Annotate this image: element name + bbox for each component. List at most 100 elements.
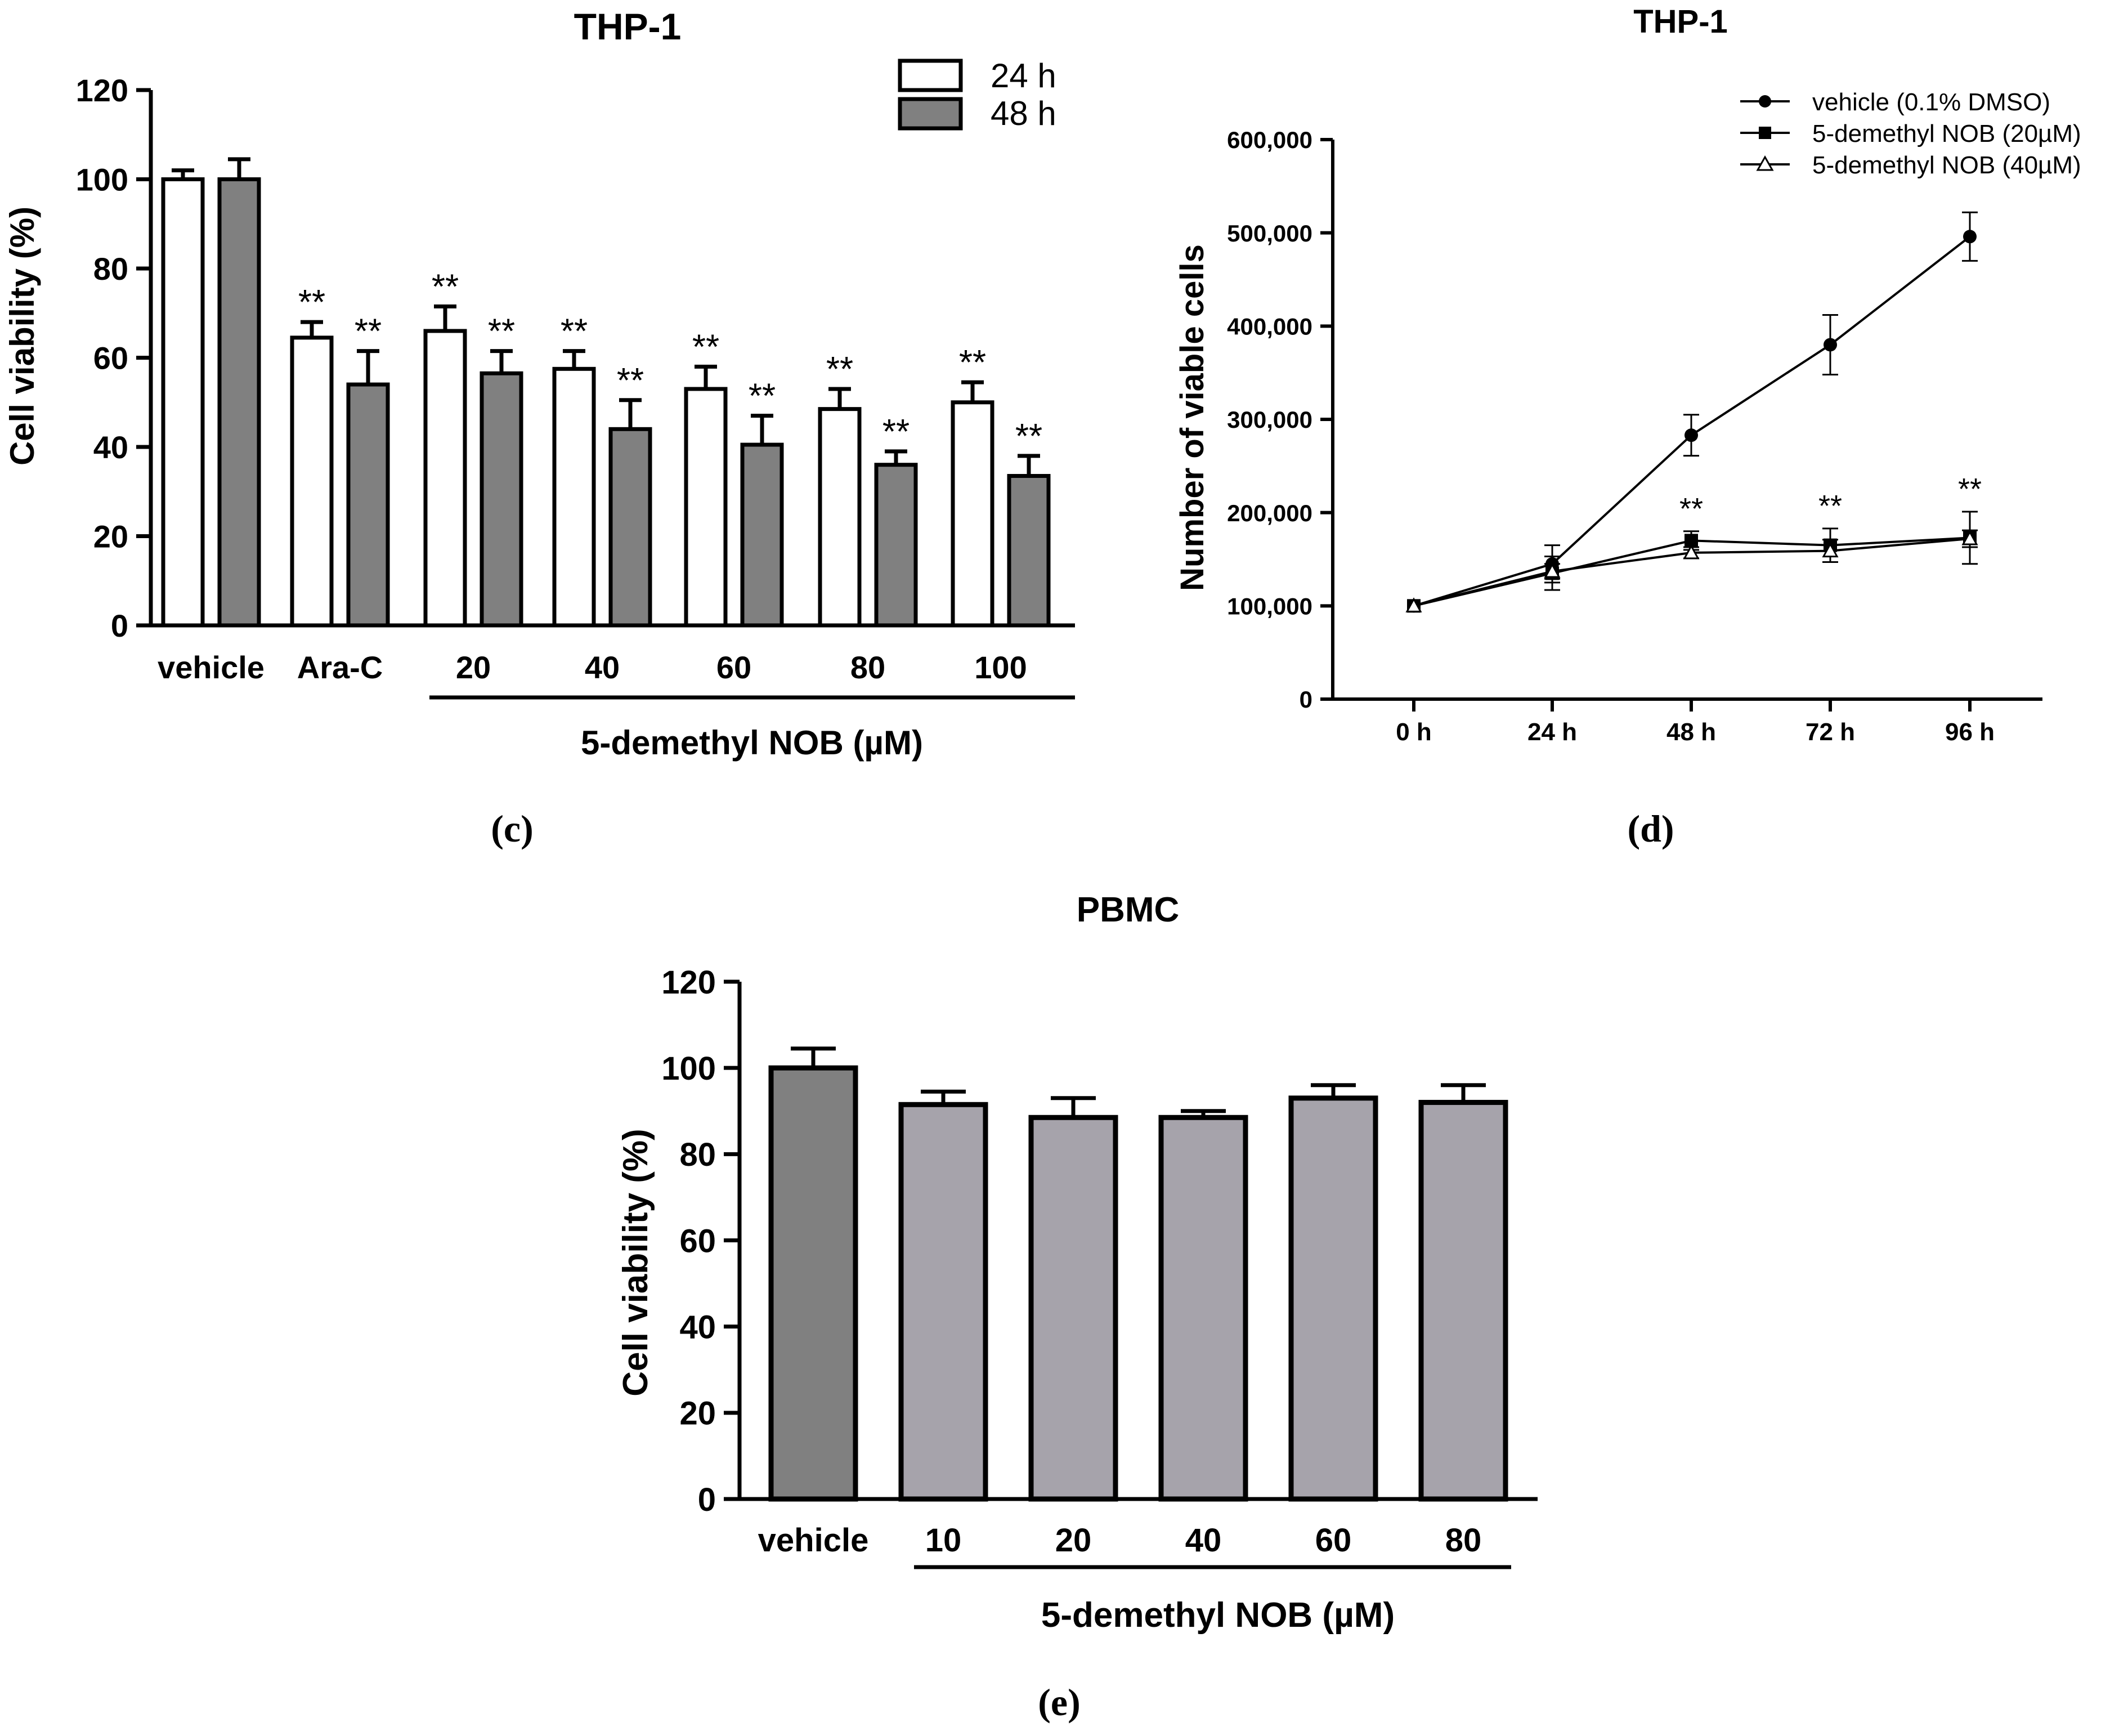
c-category-3: 40 — [585, 650, 620, 685]
c-bar-48h-5 — [874, 463, 918, 628]
c-sig-0-5: ** — [826, 350, 853, 389]
c-bar-48h-3 — [608, 427, 652, 628]
c-category-0: vehicle — [158, 650, 265, 685]
e-category-1: 10 — [925, 1522, 962, 1559]
c-sig-1-1: ** — [355, 312, 382, 351]
y-tick-label-4: 80 — [679, 1137, 716, 1173]
panel-d-title: THP-1 — [1633, 3, 1728, 40]
d-sig-4: ** — [1958, 472, 1982, 506]
panel-e-chart: PBMC Cell viability (%) 020406080100120 … — [616, 891, 1538, 1724]
d-point-triangle-0 — [1405, 597, 1422, 612]
d-point-circle-4 — [1963, 230, 1977, 244]
c-sig-1-2: ** — [488, 312, 515, 351]
y-tick-label-5: 100 — [661, 1050, 716, 1087]
legend-marker-triangle — [1756, 155, 1774, 171]
legend-label-nob20: 5-demethyl NOB (20µM) — [1812, 120, 2081, 147]
panel-d-ylabel: Number of viable cells — [1174, 244, 1211, 591]
e-bar-3 — [1158, 1115, 1248, 1502]
legend-label-48h: 48 h — [991, 95, 1056, 132]
legend-swatch-48h — [898, 97, 963, 131]
y-tick-label-0: 0 — [111, 608, 128, 643]
panel-c-xlabel: 5-demethyl NOB (µM) — [581, 724, 923, 762]
y-tick-label-4: 400,000 — [1227, 313, 1312, 339]
e-bar-1 — [898, 1102, 988, 1502]
y-tick-label-1: 100,000 — [1227, 593, 1312, 619]
panel-e-title: PBMC — [1077, 891, 1180, 929]
d-point-circle-2 — [1685, 428, 1698, 442]
panel-c-ylabel: Cell viability (%) — [3, 207, 41, 466]
c-sig-0-2: ** — [432, 267, 459, 306]
panel-d-label: (d) — [1627, 807, 1674, 850]
y-tick-label-1: 20 — [679, 1395, 716, 1432]
y-tick-label-6: 120 — [76, 73, 128, 108]
y-tick-label-4: 80 — [93, 251, 128, 287]
e-category-3: 40 — [1185, 1522, 1222, 1559]
d-category-1: 24 h — [1527, 718, 1577, 746]
y-tick-label-5: 500,000 — [1227, 220, 1312, 247]
y-tick-label-3: 60 — [679, 1223, 716, 1259]
legend-marker-square — [1759, 127, 1771, 139]
c-bar-48h-0 — [217, 177, 261, 628]
legend-label-24h: 24 h — [991, 57, 1056, 95]
c-bar-24h-2 — [423, 329, 467, 628]
panel-d-legend: vehicle (0.1% DMSO) 5-demethyl NOB (20µM… — [1740, 88, 2081, 179]
d-sig-3: ** — [1818, 489, 1842, 523]
c-sig-0-6: ** — [959, 343, 986, 382]
c-bar-24h-0 — [161, 177, 205, 628]
c-category-1: Ara-C — [297, 650, 383, 685]
panel-e-xlabel: 5-demethyl NOB (µM) — [1041, 1596, 1395, 1635]
c-bar-48h-1 — [346, 382, 390, 628]
y-tick-label-0: 0 — [698, 1482, 716, 1518]
e-category-4: 60 — [1315, 1522, 1352, 1559]
c-category-4: 60 — [716, 650, 751, 685]
c-category-2: 20 — [456, 650, 491, 685]
d-point-triangle-1 — [1544, 562, 1561, 578]
legend-label-nob40: 5-demethyl NOB (40µM) — [1812, 151, 2081, 179]
c-bar-48h-4 — [740, 442, 784, 628]
d-category-3: 72 h — [1806, 718, 1855, 746]
panel-c-legend: 24 h 48 h — [898, 57, 1056, 132]
e-bar-5 — [1418, 1099, 1508, 1502]
c-bar-24h-5 — [818, 407, 862, 628]
d-category-4: 96 h — [1945, 718, 1995, 746]
d-point-triangle-4 — [1961, 530, 1978, 545]
y-tick-label-3: 300,000 — [1227, 406, 1312, 433]
legend-label-vehicle: vehicle (0.1% DMSO) — [1812, 88, 2050, 116]
panel-e-ylabel: Cell viability (%) — [616, 1129, 655, 1396]
d-category-2: 48 h — [1666, 718, 1716, 746]
c-bar-24h-4 — [684, 387, 728, 628]
c-bar-48h-2 — [480, 371, 523, 628]
c-sig-0-1: ** — [298, 283, 325, 322]
y-tick-label-1: 20 — [93, 519, 128, 554]
d-point-circle-3 — [1824, 338, 1837, 352]
y-tick-label-2: 40 — [679, 1309, 716, 1346]
c-sig-1-5: ** — [882, 413, 910, 451]
y-tick-label-2: 40 — [93, 429, 128, 465]
y-tick-label-2: 200,000 — [1227, 500, 1312, 526]
c-sig-0-3: ** — [561, 312, 588, 351]
c-category-5: 80 — [850, 650, 885, 685]
d-point-triangle-2 — [1683, 544, 1700, 560]
legend-swatch-24h — [898, 59, 963, 92]
c-sig-1-6: ** — [1015, 417, 1042, 456]
y-tick-label-3: 60 — [93, 341, 128, 376]
y-tick-label-6: 120 — [661, 964, 716, 1001]
c-bar-48h-6 — [1007, 474, 1051, 628]
y-tick-label-6: 600,000 — [1227, 127, 1312, 153]
panel-c-chart: THP-1 Cell viability (%) 0 20 40 60 80 100 120… — [3, 6, 1075, 850]
c-bar-24h-3 — [552, 366, 596, 628]
e-category-2: 20 — [1055, 1522, 1092, 1559]
panel-c-title: THP-1 — [574, 6, 682, 47]
panel-e-label: (e) — [1038, 1681, 1080, 1724]
panel-d-chart: THP-1 Number of viable cells 0 100,000 200… — [1174, 3, 2081, 850]
legend-marker-circle — [1759, 95, 1771, 108]
c-bar-24h-6 — [951, 400, 994, 628]
c-sig-1-4: ** — [749, 377, 776, 416]
d-category-0: 0 h — [1396, 718, 1432, 746]
d-point-triangle-3 — [1822, 542, 1839, 558]
e-bar-0 — [768, 1065, 858, 1502]
e-bar-4 — [1288, 1095, 1378, 1502]
c-sig-1-3: ** — [617, 361, 644, 400]
